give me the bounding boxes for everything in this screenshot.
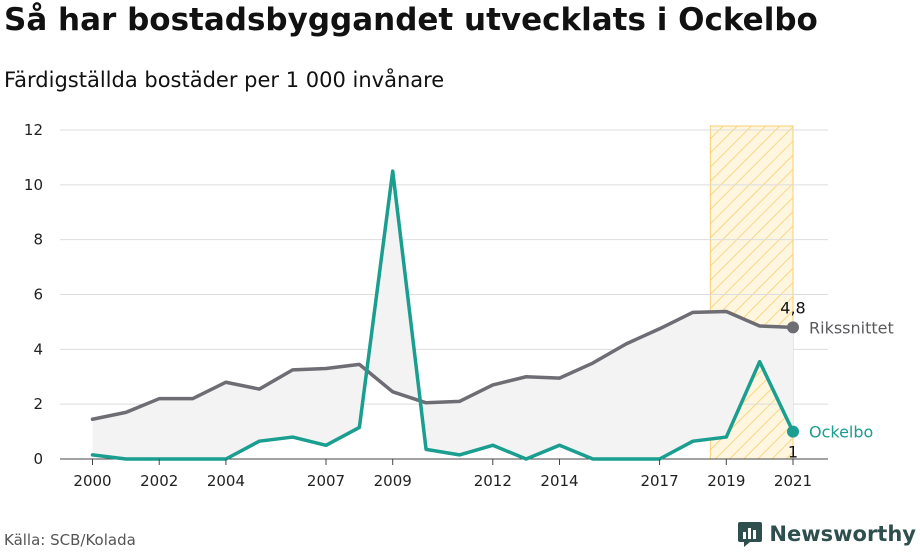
chart-subtitle: Färdigställda bostäder per 1 000 invånar… — [4, 68, 445, 92]
x-tick-label: 2002 — [140, 472, 178, 490]
end-point-ockelbo — [787, 425, 799, 438]
end-point-rikssnittet — [787, 321, 799, 334]
x-tick-label: 2007 — [307, 472, 345, 490]
y-tick-label: 0 — [33, 450, 43, 468]
x-tick-label: 2009 — [374, 472, 412, 490]
difference-area — [92, 171, 793, 459]
y-tick-label: 6 — [33, 286, 43, 304]
source-note: Källa: SCB/Kolada — [4, 531, 136, 549]
y-tick-label: 2 — [33, 395, 43, 413]
axes: 0 2 4 6 8 10 12 2000 2002 2004 2007 2009 2012 2014 201… — [24, 121, 812, 490]
y-tick-label: 12 — [24, 121, 43, 139]
series-lines — [90, 169, 795, 461]
brand-name: Newsworthy — [769, 522, 916, 546]
y-tick-label: 10 — [24, 176, 43, 194]
x-tick-label: 2017 — [640, 472, 678, 490]
value-label-ockelbo: 1 — [788, 443, 798, 462]
area-between-series — [92, 171, 793, 459]
x-tick-label: 2021 — [774, 472, 812, 490]
x-tick-label: 2014 — [540, 472, 578, 490]
value-label-rikssnittet: 4,8 — [780, 298, 805, 317]
series-label-ockelbo: Ockelbo — [809, 423, 873, 442]
x-tick-label: 2004 — [207, 472, 245, 490]
x-tick-label: 2012 — [474, 472, 512, 490]
series-label-rikssnittet: Rikssnittet — [809, 318, 894, 337]
newsworthy-logo-icon — [738, 522, 763, 547]
y-tick-label: 8 — [33, 231, 43, 249]
x-tick-label: 2000 — [73, 472, 111, 490]
y-tick-label: 4 — [33, 340, 43, 358]
brand-logo: Newsworthy — [737, 520, 916, 548]
series-line-ockelbo — [90, 169, 795, 461]
x-tick-label: 2019 — [707, 472, 745, 490]
chart-title: Så har bostadsbyggandet utvecklats i Ock… — [4, 2, 818, 38]
series-line-rikssnittet — [90, 309, 795, 421]
